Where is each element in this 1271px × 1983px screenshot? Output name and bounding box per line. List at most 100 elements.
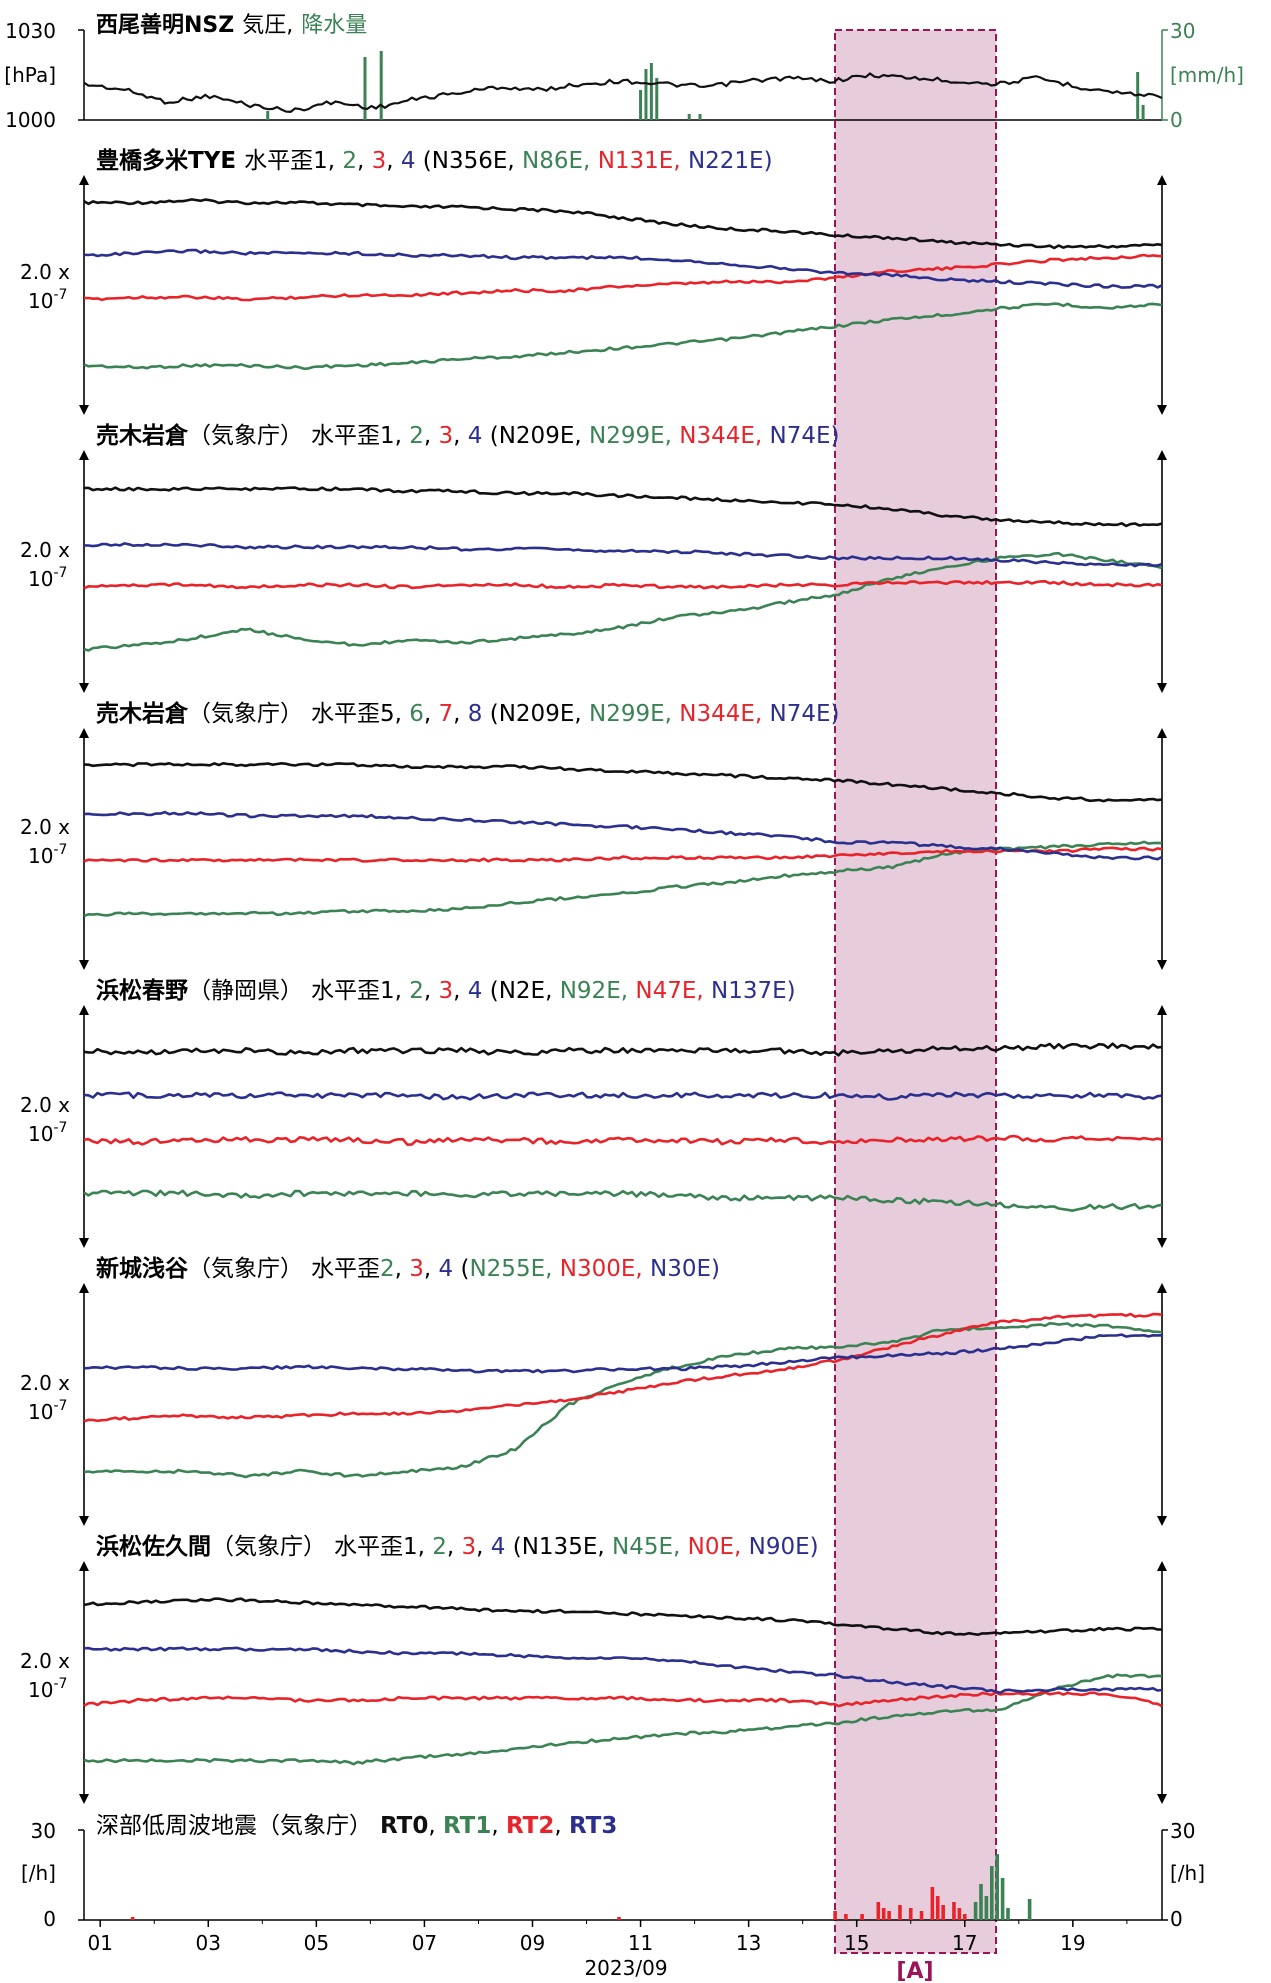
scale-label: 2.0 x [20,538,70,562]
lfe-bar [908,1908,913,1920]
panel-title: 浜松佐久間（気象庁） 水平歪1, 2, 3, 4 (N135E, N45E, N0… [96,1533,819,1560]
strain-series-8 [83,810,1163,861]
component-7: 7 [439,701,454,727]
scale-exp: 10-7 [28,842,67,868]
lfe-bar [962,1914,967,1920]
pressure-line [83,72,1163,114]
right-tick-unit: [/h] [1170,1861,1205,1885]
lfe-bar [887,1911,891,1920]
x-tick-label: 05 [304,1931,329,1955]
orient-open: ( [453,1256,469,1282]
lfe-bar [881,1908,886,1920]
x-tick-label: 13 [736,1931,761,1955]
scale-exp: 10-7 [28,1676,67,1702]
right-scale-arrow-head-top [1157,450,1167,460]
orient-1: (N209E, [482,701,589,727]
panel-title: 売木岩倉（気象庁） 水平歪5, 6, 7, 8 (N209E, N299E, N3… [96,700,840,727]
strain-series-2 [83,551,1163,652]
strain-series-4 [83,248,1163,289]
lfe-bar [1006,1908,1010,1920]
x-tick-label: 03 [196,1931,221,1955]
strain-series-1 [83,1597,1163,1636]
orient-4: N137E) [711,978,796,1004]
component-2: 2 [380,1256,395,1282]
orient-2: N299E, [589,701,672,727]
panel-sakuma-title: 浜松佐久間（気象庁） 水平歪1, 2, 3, 4 (N135E, N45E, N0… [96,1533,819,1560]
right-tick-bottom: 0 [1170,1907,1183,1931]
lfe-bar [844,1914,848,1920]
scale-exp: 10-7 [28,287,67,313]
left-scale-arrow-head-top [79,1005,89,1015]
agency: （気象庁） [188,423,303,449]
component-2: 2 [409,423,424,449]
strain-series-1 [83,198,1163,250]
component-4: 4 [468,423,483,449]
strain-series-1 [84,486,1163,528]
strain-series-1 [83,1042,1163,1057]
lfe-bar [1000,1878,1005,1920]
scale-exp: 10-7 [28,1398,67,1424]
panel-title: 浜松春野（静岡県） 水平歪1, 2, 3, 4 (N2E, N92E, N47E,… [96,978,796,1004]
x-tick-label: 07 [412,1931,437,1955]
right-scale-arrow-head-top [1157,728,1167,738]
orient-2: N86E, [522,148,590,174]
station-name: 浜松春野 [96,978,188,1004]
panel-title: 売木岩倉（気象庁） 水平歪1, 2, 3, 4 (N209E, N299E, N3… [96,422,840,449]
lfe-bar [979,1884,983,1920]
panel-title: 新城浅谷（気象庁） 水平歪2, 3, 4 (N255E, N300E, N30E) [96,1255,720,1282]
orient-1: (N356E, [416,148,523,174]
legend-rt3: RT3 [569,1813,617,1839]
orient-3: N300E, [560,1256,643,1282]
orient-1: (N135E, [505,1534,612,1560]
lfe-bar [989,1866,994,1920]
component-4: 4 [468,978,483,1004]
rain-bar [655,78,659,120]
left-scale-arrow-head-top [79,1561,89,1571]
orient-3: N131E, [598,148,681,174]
strain-series-3 [83,580,1163,590]
title-pressure: 気圧, [242,13,293,38]
strain-series-3 [83,253,1163,302]
panel-title: 西尾善明NSZ 気圧, 降水量 [96,12,367,38]
component-3: 3 [462,1534,477,1560]
title-lfe: 深部低周波地震（気象庁） [96,1813,372,1839]
component-3: 3 [409,1256,424,1282]
lfe-bar [952,1902,956,1920]
left-scale-arrow-head-bottom [79,405,89,415]
rain-bar [687,114,691,120]
panel-title: 豊橋多米TYE 水平歪1, 2, 3, 4 (N356E, N86E, N131E… [96,147,773,174]
orient-2: N45E, [612,1534,680,1560]
x-tick-label: 19 [1060,1931,1085,1955]
station-name: 浜松佐久間 [96,1533,211,1560]
agency: （気象庁） [211,1534,326,1560]
scale-label: 2.0 x [20,1649,70,1673]
title-prefix: 水平歪1, [244,148,342,174]
strain-series-4 [83,1333,1163,1374]
left-scale-arrow-head-bottom [79,1238,89,1248]
panel-urigi2-title: 売木岩倉（気象庁） 水平歪5, 6, 7, 8 (N209E, N299E, N3… [96,700,840,727]
scale-labels: 2.0 x 10-7 2.0 x 10-7 2.0 x 10-7 2.0 x 1… [20,260,70,1702]
rain-bar [698,114,702,120]
orient-2: N299E, [589,423,672,449]
component-2: 2 [409,978,424,1004]
lfe-bar [130,1917,135,1920]
strain-series-4 [83,1091,1163,1101]
x-tick-label: 17 [952,1931,977,1955]
strain-series-2 [83,302,1163,371]
agency: （気象庁） [188,701,303,727]
rain-bar [1141,105,1145,120]
orient-4: N74E) [770,701,840,727]
orient-3: N47E, [635,978,703,1004]
x-tick-label: 15 [844,1931,869,1955]
chart-marks: 01 03 05 07 09 11 13 15 17 19 [78,29,1168,1955]
lfe-bar [617,1917,621,1920]
strain-series-2 [83,1673,1163,1766]
x-tick-label: 09 [520,1931,545,1955]
panel-haruno-title: 浜松春野（静岡県） 水平歪1, 2, 3, 4 (N2E, N92E, N47E,… [96,978,796,1004]
right-tick-bottom: 0 [1170,108,1183,132]
orient-3: N344E, [679,423,762,449]
agency: （静岡県） [188,978,303,1004]
orient-4: N30E) [650,1256,720,1282]
highlight-label: [A] [896,1959,933,1983]
